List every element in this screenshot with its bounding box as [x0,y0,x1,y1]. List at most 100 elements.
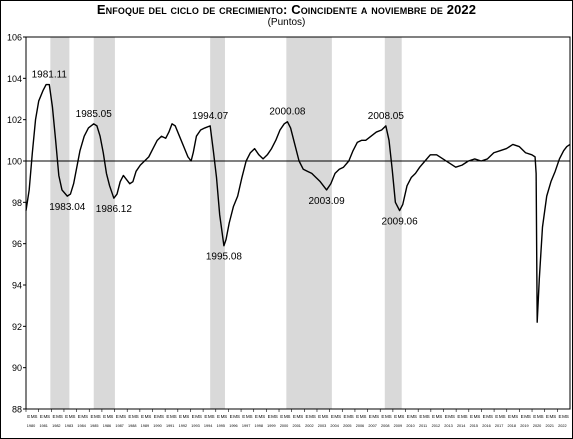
y-tick-label: 102 [7,115,22,125]
x-year-label: 1995 [217,424,225,428]
x-month-letter: E [90,414,93,419]
x-month-letter: M [448,414,452,419]
x-month-letter: S [123,414,126,419]
x-month-letter: S [338,414,341,419]
x-month-letter: M [486,414,490,419]
x-month-letter: S [452,414,455,419]
x-month-letter: S [414,414,417,419]
x-month-letter: M [474,414,478,419]
x-month-letter: E [343,414,346,419]
x-month-letter: S [351,414,354,419]
x-month-letter: M [271,414,275,419]
x-month-letter: M [170,414,174,419]
recession-bands [50,37,402,409]
x-year-label: 2008 [381,424,389,428]
x-month-letter: E [204,414,207,419]
x-month-letter: S [515,414,518,419]
recession-band [384,37,402,409]
x-month-letter: S [427,414,430,419]
x-year-label: 2000 [280,424,288,428]
x-month-letter: E [508,414,511,419]
x-year-label: 2007 [368,424,376,428]
x-month-letter: M [309,414,313,419]
x-month-letter: S [249,414,252,419]
x-month-letter: M [524,414,528,419]
x-month-letter: M [43,414,47,419]
x-month-letter: E [268,414,271,419]
x-month-letter: M [208,414,212,419]
y-tick-label: 104 [7,74,22,84]
annotation-label: 1981.11 [32,70,68,81]
x-month-letter: E [445,414,448,419]
x-month-letter: S [540,414,543,419]
x-month-letter: M [410,414,414,419]
x-month-letter: E [40,414,43,419]
x-year-label: 1984 [77,424,85,428]
x-year-label: 1996 [229,424,237,428]
x-month-letter: E [394,414,397,419]
x-month-letter: S [186,414,189,419]
annotation-label: 1995.08 [206,252,243,263]
x-year-label: 2011 [419,424,427,428]
x-month-letter: M [284,414,288,419]
x-month-letter: E [255,414,258,419]
x-year-label: 2006 [356,424,364,428]
annotation-label: 1985.05 [76,109,113,120]
annotation-label: 2009.06 [382,217,419,228]
series-layer [25,83,571,323]
x-month-letter: M [119,414,123,419]
x-month-letter: E [381,414,384,419]
y-tick-label: 106 [7,33,22,43]
x-year-label: 1992 [179,424,187,428]
x-month-letter: S [389,414,392,419]
x-month-letter: M [221,414,225,419]
x-year-label: 1990 [153,424,161,428]
x-year-label: 2012 [432,424,440,428]
x-month-letter: E [470,414,473,419]
x-month-letter: M [347,414,351,419]
x-month-letter: M [31,414,35,419]
x-month-letter: S [212,414,215,419]
x-month-letter: M [183,414,187,419]
x-month-letter: S [363,414,366,419]
x-month-letter: S [300,414,303,419]
x-year-label: 1982 [52,424,60,428]
annotation-label: 2008.05 [368,111,405,122]
x-month-letter: E [521,414,524,419]
y-tick-label: 88 [12,405,22,415]
annotation-label: 2003.09 [308,196,345,207]
x-month-letter: E [27,414,30,419]
x-month-letter: M [56,414,60,419]
x-year-label: 2001 [292,424,300,428]
x-month-letter: M [461,414,465,419]
x-month-letter: S [72,414,75,419]
x-month-letter: M [81,414,85,419]
y-tick-label: 92 [12,322,22,332]
x-year-label: 1987 [115,424,123,428]
x-month-letter: E [495,414,498,419]
x-month-letter: M [499,414,503,419]
x-month-letter: S [98,414,101,419]
x-year-label: 1998 [255,424,263,428]
x-month-letter: E [280,414,283,419]
x-year-label: 1991 [166,424,174,428]
x-year-label: 2019 [520,424,528,428]
x-year-label: 2021 [545,424,553,428]
x-month-letter: S [376,414,379,419]
x-month-letter: E [369,414,372,419]
recession-band [210,37,225,409]
x-month-letter: S [401,414,404,419]
x-month-letter: M [385,414,389,419]
x-month-letter: E [166,414,169,419]
x-month-letter: E [103,414,106,419]
x-month-letter: M [322,414,326,419]
x-year-label: 1980 [27,424,35,428]
annotation-label: 2000.08 [269,107,306,118]
x-month-letter: S [199,414,202,419]
x-month-letter: M [259,414,263,419]
x-month-letter: E [483,414,486,419]
x-month-letter: S [553,414,556,419]
x-year-label: 1993 [191,424,199,428]
x-month-letter: E [559,414,562,419]
